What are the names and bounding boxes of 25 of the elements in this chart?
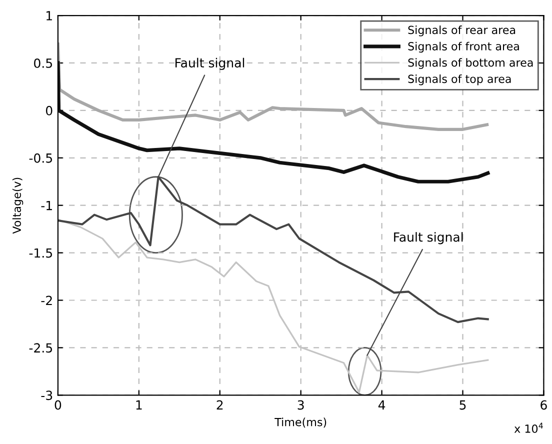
x-tick-label: 1 xyxy=(136,400,142,410)
y-axis-title: Voltage(v) xyxy=(12,178,24,234)
y-tick-label: -1.5 xyxy=(29,248,52,258)
x-tick-label: 6 xyxy=(540,400,547,410)
y-tick-label: -0.5 xyxy=(29,153,52,163)
x-tick-label: 2 xyxy=(216,400,223,410)
legend-label: Signals of front area xyxy=(408,42,519,53)
y-tick-label: 0 xyxy=(46,106,52,116)
legend-label: Signals of bottom area xyxy=(408,58,533,69)
x-tick-label: 4 xyxy=(378,400,386,410)
text: x 10$^{4}$ xyxy=(514,422,543,433)
x-tick-label: 5 xyxy=(460,400,466,410)
legend-label: Signals of top area xyxy=(408,74,511,86)
x-tick-label: 0 xyxy=(54,400,62,410)
annotation: Fault signal xyxy=(175,58,244,70)
legend-label: Signals of rear area xyxy=(408,26,516,36)
x-axis-title: Time(ms) xyxy=(274,418,326,428)
y-tick-label: 1 xyxy=(46,11,52,20)
y-tick-label: -2.5 xyxy=(29,343,52,353)
annotation: Fault signal xyxy=(394,232,463,244)
y-tick-label: -2 xyxy=(41,296,52,306)
y-tick-label: 0.5 xyxy=(34,58,52,68)
x-tick-label: 3 xyxy=(298,400,304,410)
y-tick-label: -1 xyxy=(41,200,52,210)
y-tick-label: -3 xyxy=(41,390,52,400)
